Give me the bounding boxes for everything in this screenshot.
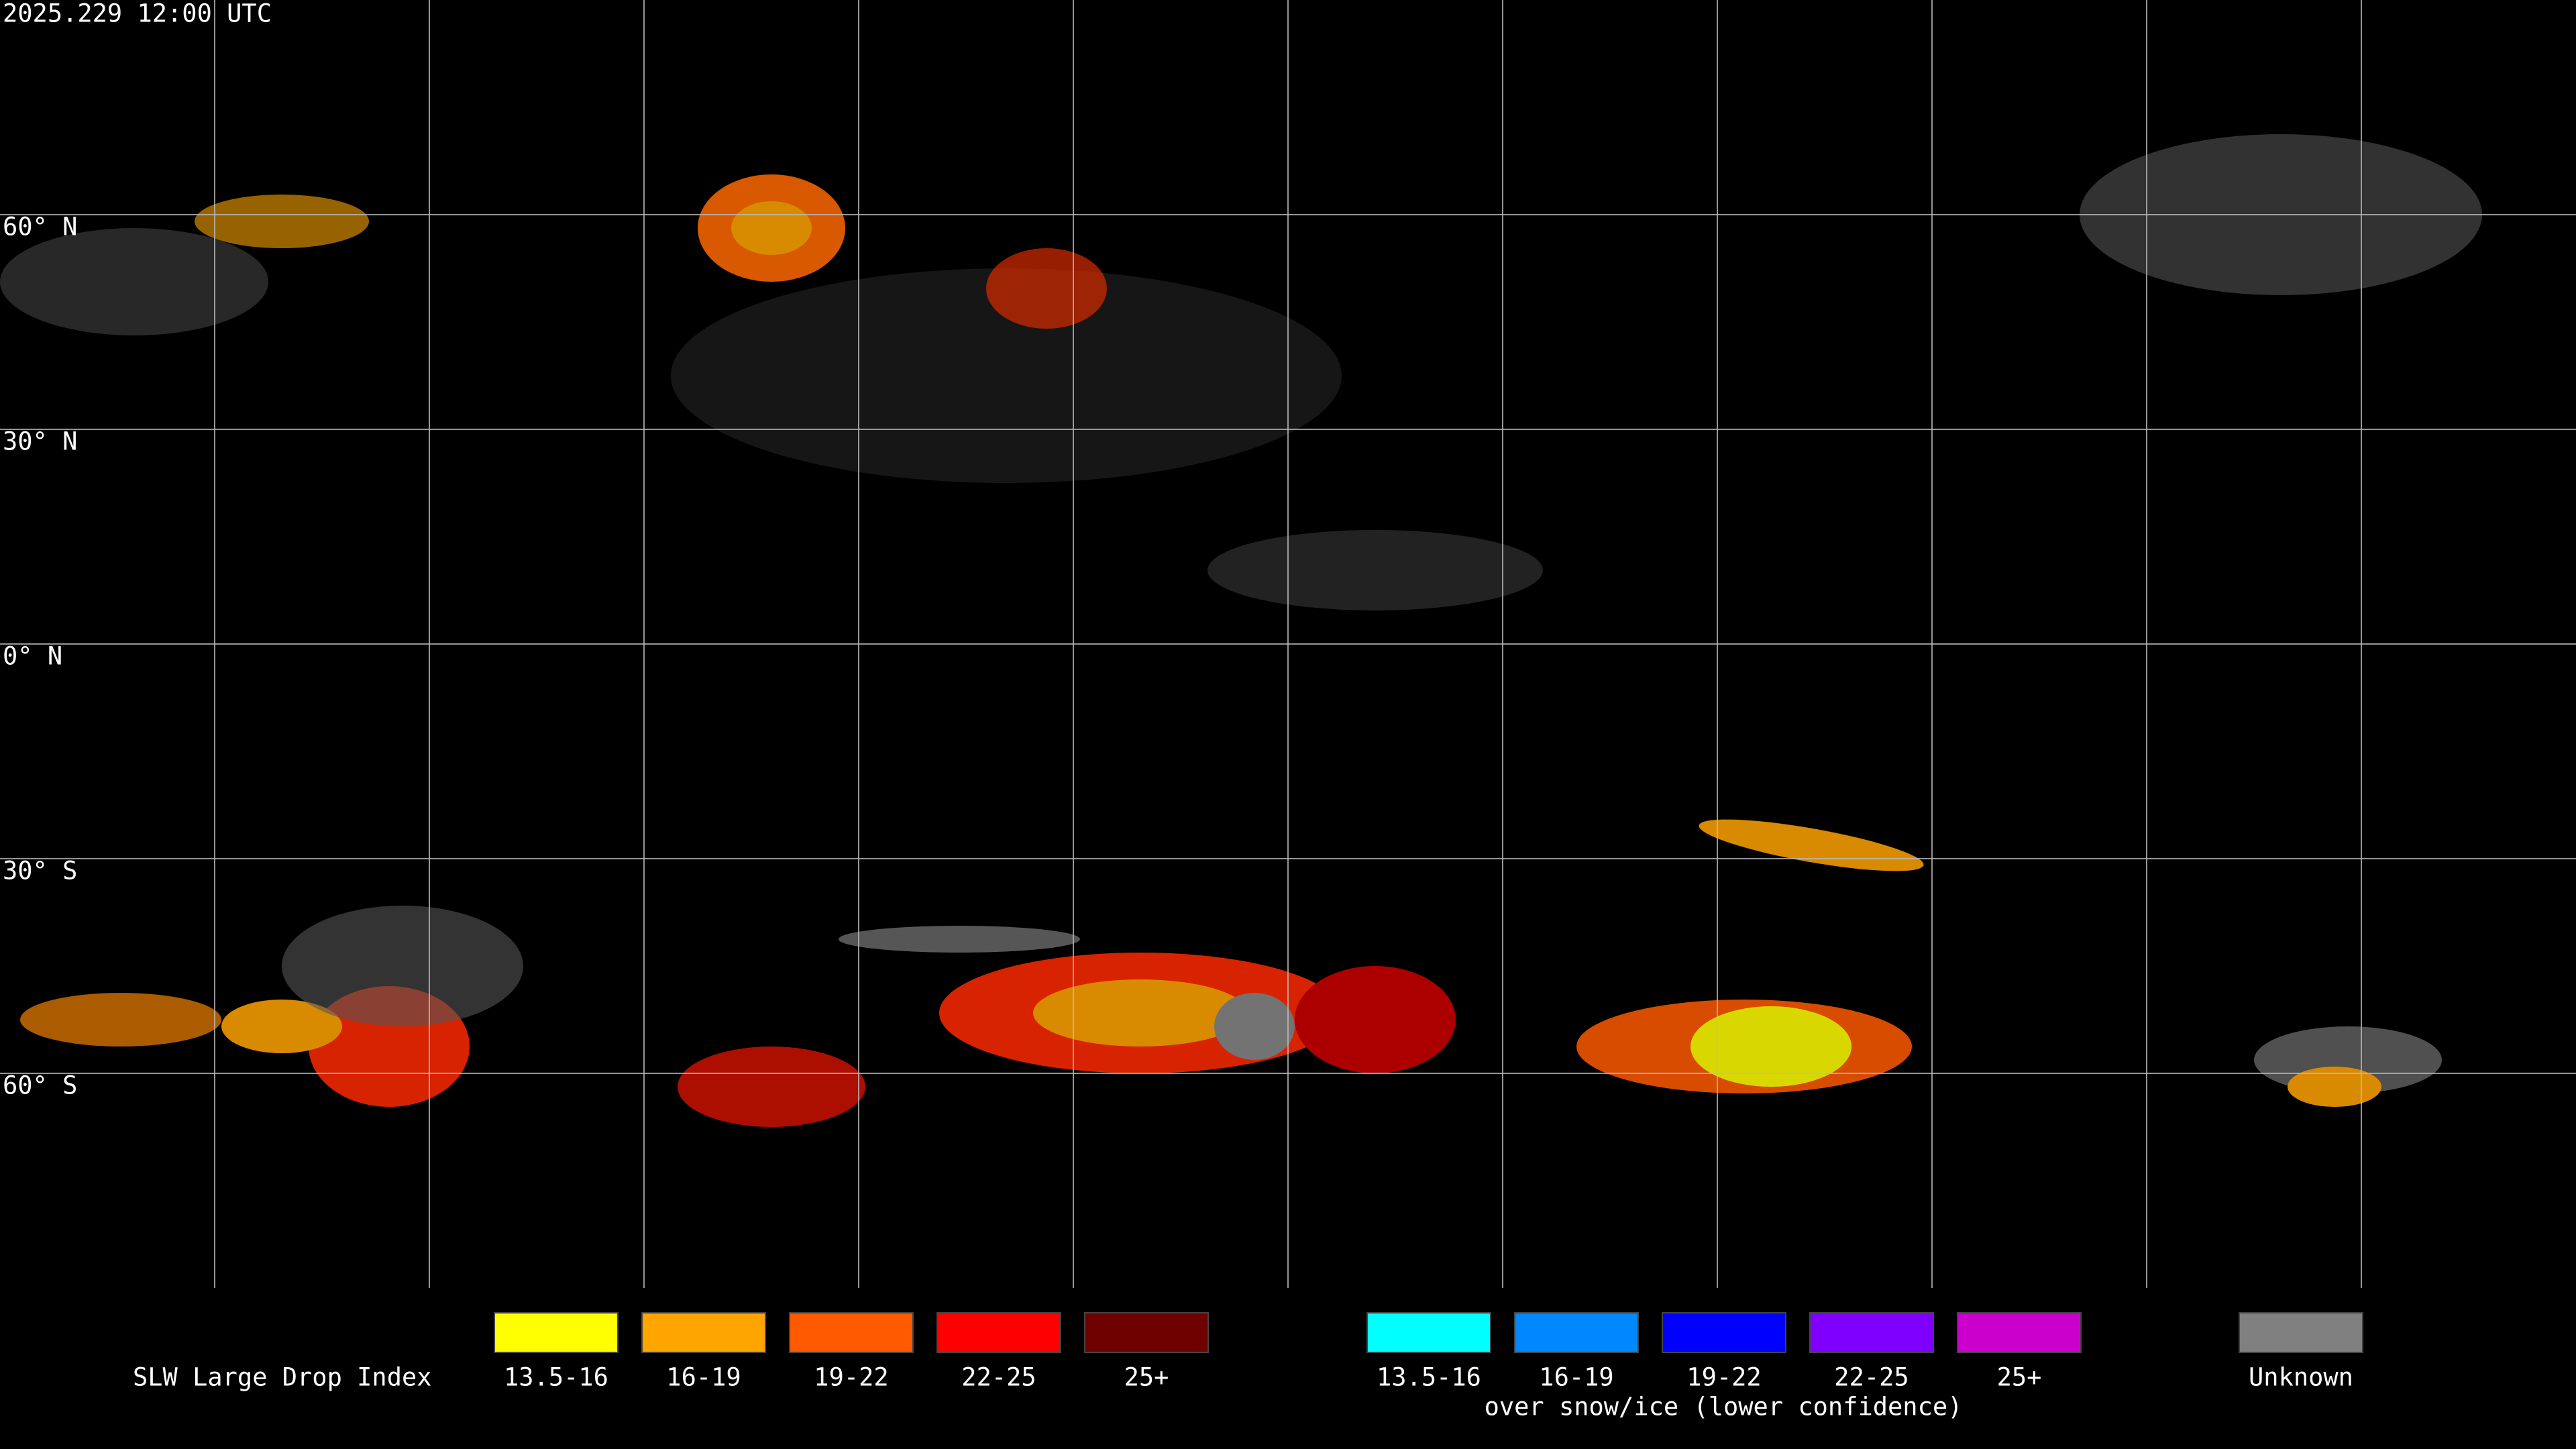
legend-swatch bbox=[1514, 1312, 1639, 1353]
latitude-label: 60° N bbox=[3, 213, 77, 241]
latitude-label: 30° S bbox=[3, 857, 77, 885]
legend-swatch bbox=[789, 1312, 914, 1353]
legend-label: 25+ bbox=[1124, 1363, 1169, 1392]
legend-label: 25+ bbox=[1997, 1363, 2042, 1392]
legend-label: 19-22 bbox=[814, 1363, 888, 1392]
legend-swatch bbox=[1809, 1312, 1934, 1353]
legend-label: Unknown bbox=[2249, 1363, 2353, 1392]
legend-label: 13.5-16 bbox=[1377, 1363, 1481, 1392]
legend-swatch bbox=[1957, 1312, 2082, 1353]
latitude-label: 30° N bbox=[3, 427, 77, 456]
snow-note: over snow/ice (lower confidence) bbox=[1485, 1393, 1963, 1421]
legend-swatch bbox=[1662, 1312, 1786, 1353]
legend-swatch bbox=[1084, 1312, 1209, 1353]
latitude-label: 60° S bbox=[3, 1071, 77, 1100]
latitude-label: 0° N bbox=[3, 642, 62, 671]
legend-swatch bbox=[494, 1312, 619, 1353]
legend-label: 16-19 bbox=[666, 1363, 741, 1392]
legend-label: 19-22 bbox=[1686, 1363, 1761, 1392]
legend-title: SLW Large Drop Index bbox=[133, 1363, 432, 1392]
legend-swatch bbox=[2239, 1312, 2363, 1353]
legend-swatch bbox=[641, 1312, 766, 1353]
legend-swatch bbox=[1366, 1312, 1491, 1353]
graticule bbox=[0, 0, 2576, 1288]
legend-label: 13.5-16 bbox=[504, 1363, 608, 1392]
legend-panel bbox=[0, 1288, 2576, 1449]
legend-swatch bbox=[936, 1312, 1061, 1353]
legend-label: 16-19 bbox=[1539, 1363, 1613, 1392]
timestamp: 2025.229 12:00 UTC bbox=[3, 0, 272, 28]
legend-label: 22-25 bbox=[1834, 1363, 1909, 1392]
legend-label: 22-25 bbox=[961, 1363, 1036, 1392]
